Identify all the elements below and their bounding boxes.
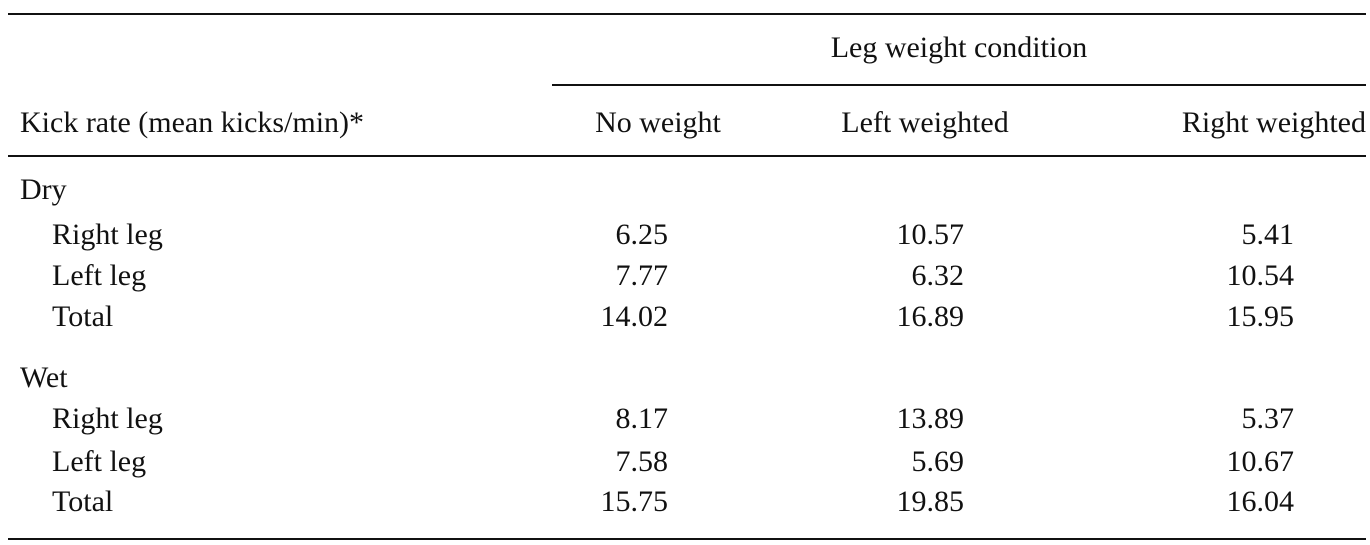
cell-value: 6.32 [911, 259, 965, 292]
row-label: Right leg [52, 402, 163, 435]
spanner-rule [552, 84, 1366, 86]
row-label: Left leg [52, 445, 147, 478]
column-header-left-weighted: Left weighted [841, 106, 1009, 139]
cell-value: 7.77 [615, 259, 669, 292]
cell-value: 19.85 [896, 485, 965, 518]
cell-value: 13.89 [896, 402, 965, 435]
cell-value: 5.37 [1241, 402, 1295, 435]
row-label: Left leg [52, 259, 147, 292]
cell-value: 14.02 [600, 300, 669, 333]
cell-value: 10.67 [1226, 445, 1295, 478]
cell-value: 10.54 [1226, 259, 1295, 292]
cell-value: 15.95 [1226, 300, 1295, 333]
row-label: Right leg [52, 218, 163, 251]
cell-value: 5.41 [1241, 218, 1295, 251]
row-label: Total [52, 485, 114, 518]
header-rule [8, 155, 1366, 157]
cell-value: 15.75 [600, 485, 669, 518]
bottom-rule [8, 538, 1366, 540]
cell-value: 16.89 [896, 300, 965, 333]
group-label-wet: Wet [20, 361, 68, 394]
cell-value: 7.58 [615, 445, 669, 478]
cell-value: 16.04 [1226, 485, 1295, 518]
cell-value: 5.69 [911, 445, 965, 478]
top-rule [8, 13, 1366, 15]
cell-value: 8.17 [615, 402, 669, 435]
stub-header: Kick rate (mean kicks/min)* [20, 106, 365, 139]
column-header-right-weighted: Right weighted [1181, 106, 1366, 139]
cell-value: 6.25 [615, 218, 669, 251]
group-label-dry: Dry [20, 173, 67, 206]
row-label: Total [52, 300, 114, 333]
column-header-no-weight: No weight [595, 106, 721, 139]
spanner-header: Leg weight condition [830, 31, 1088, 64]
cell-value: 10.57 [896, 218, 965, 251]
